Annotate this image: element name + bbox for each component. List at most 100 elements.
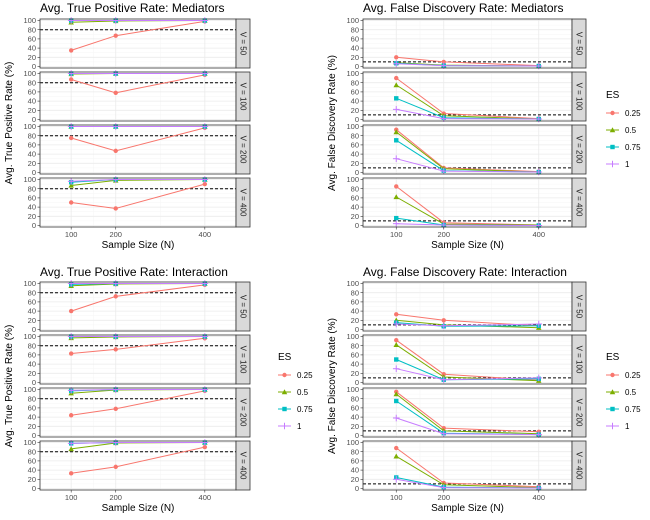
strip-label: V = 100 — [239, 83, 248, 111]
x-tick-label: 100 — [65, 493, 78, 502]
strip-label: V = 50 — [239, 295, 248, 319]
data-point-0.25 — [113, 347, 118, 352]
data-point-0.25 — [394, 312, 399, 317]
legend-item-0.5: 0.5 — [278, 388, 309, 397]
strip-background — [235, 281, 251, 332]
y-tick-label: 40 — [351, 97, 359, 106]
legend-label: 0.25 — [297, 371, 313, 380]
strip-label: V = 200 — [575, 399, 584, 427]
x-tick-label: 400 — [199, 230, 212, 239]
data-point-1 — [201, 386, 209, 393]
y-tick-label: 100 — [23, 69, 36, 78]
x-tick-label: 100 — [65, 230, 78, 239]
strip-label: V = 50 — [239, 32, 248, 56]
data-point-0.75 — [394, 357, 399, 362]
strip-label: V = 200 — [239, 136, 248, 164]
strip-background — [235, 387, 251, 438]
data-point-1 — [392, 155, 400, 162]
data-point-0.75 — [394, 215, 399, 221]
data-point-0.25 — [113, 148, 118, 154]
x-tick-label: 200 — [109, 493, 122, 502]
y-tick-label: 100 — [23, 122, 36, 131]
legend-label: 0.75 — [625, 143, 641, 152]
y-tick-label: 100 — [346, 279, 359, 288]
x-tick-label: 400 — [532, 230, 545, 239]
data-point-1 — [67, 280, 75, 287]
strip-background — [571, 281, 587, 332]
y-tick-label: 20 — [28, 106, 36, 115]
strip-label: V = 400 — [575, 452, 584, 480]
y-tick-label: 100 — [23, 438, 36, 447]
y-tick-label: 20 — [351, 316, 359, 325]
y-tick-label: 40 — [28, 203, 36, 212]
y-tick-label: 60 — [351, 298, 359, 307]
chart-title: Avg. True Positive Rate: Interaction — [40, 265, 228, 279]
legend-title: ES — [606, 352, 620, 363]
data-point-1 — [112, 70, 120, 77]
y-tick-label: 0 — [32, 431, 36, 440]
legend-item-0.5: 0.5 — [606, 126, 637, 135]
data-point-1 — [67, 70, 75, 77]
y-tick-label: 80 — [28, 131, 36, 140]
strip-background — [235, 124, 251, 175]
y-tick-label: 20 — [351, 422, 359, 431]
y-tick-label: 80 — [351, 184, 359, 193]
data-point-1 — [440, 322, 448, 330]
strip-background — [571, 124, 587, 175]
x-axis-title: Sample Size (N) — [431, 503, 504, 514]
strip-label: V = 400 — [239, 189, 248, 217]
y-tick-label: 0 — [355, 168, 359, 177]
legend-item-1: 1 — [606, 422, 630, 431]
x-axis-title: Sample Size (N) — [102, 503, 175, 514]
data-point-1 — [392, 414, 400, 422]
data-point-1 — [201, 70, 209, 77]
legend-title: ES — [606, 90, 620, 101]
y-tick-label: 0 — [32, 168, 36, 177]
strip-background — [571, 177, 587, 228]
legend-label: 0.75 — [297, 405, 313, 414]
y-tick-label: 60 — [351, 88, 359, 97]
data-point-1 — [392, 320, 400, 328]
strip-background — [235, 71, 251, 122]
y-tick-label: 80 — [351, 394, 359, 403]
strip-background — [571, 71, 587, 122]
data-point-1 — [112, 123, 120, 130]
y-tick-label: 40 — [28, 360, 36, 369]
data-point-1 — [440, 376, 448, 384]
y-tick-label: 20 — [28, 422, 36, 431]
data-point-0.5 — [393, 453, 399, 459]
y-tick-label: 0 — [32, 378, 36, 387]
y-tick-label: 60 — [351, 351, 359, 360]
legend-item-0.5: 0.5 — [606, 388, 637, 397]
y-tick-label: 100 — [23, 279, 36, 288]
y-tick-label: 0 — [32, 115, 36, 124]
y-tick-label: 40 — [28, 44, 36, 53]
y-tick-label: 80 — [28, 78, 36, 87]
y-tick-label: 100 — [346, 385, 359, 394]
data-point-0.25 — [113, 406, 118, 412]
y-tick-label: 40 — [28, 413, 36, 422]
data-point-0.5 — [393, 342, 399, 347]
y-tick-label: 0 — [32, 484, 36, 493]
y-tick-label: 20 — [351, 53, 359, 62]
data-point-1 — [67, 123, 75, 130]
y-tick-label: 80 — [351, 447, 359, 456]
chart-4: Avg. False Discovery Rate: InteractionV … — [327, 265, 641, 514]
data-point-0.75 — [394, 96, 399, 101]
data-point-1 — [112, 176, 120, 183]
strip-label: V = 200 — [575, 136, 584, 164]
y-tick-label: 80 — [28, 394, 36, 403]
data-point-0.25 — [113, 464, 118, 470]
y-tick-label: 60 — [351, 141, 359, 150]
strip-background — [571, 387, 587, 438]
y-tick-label: 80 — [28, 184, 36, 193]
